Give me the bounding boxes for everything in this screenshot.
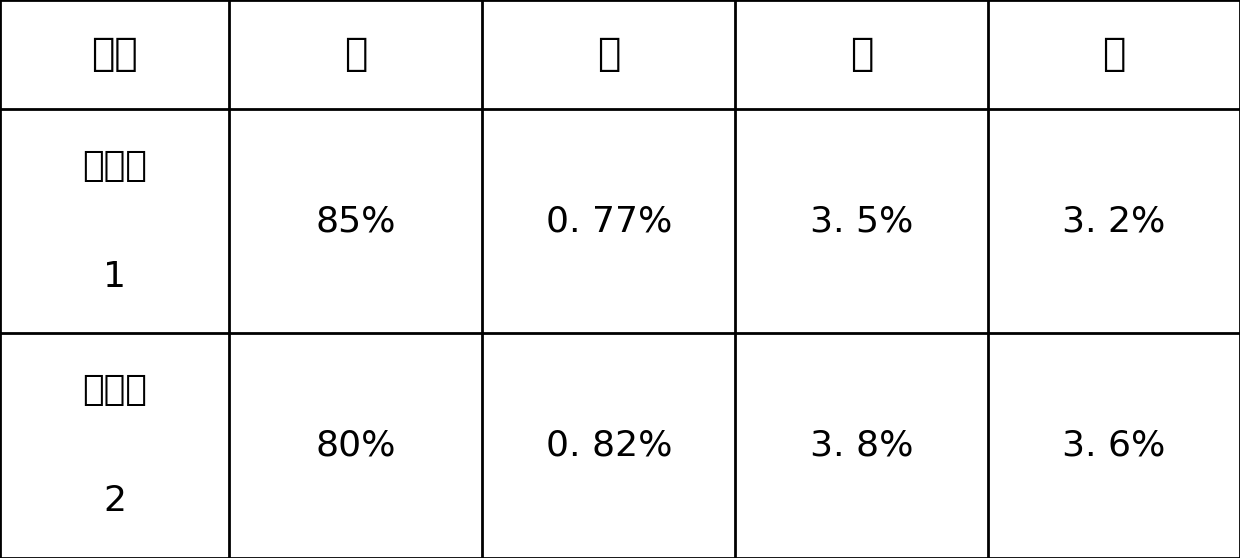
Text: 80%: 80% — [316, 429, 396, 463]
Text: 银: 银 — [598, 35, 620, 74]
Text: 3. 8%: 3. 8% — [810, 429, 914, 463]
Text: 85%: 85% — [316, 204, 396, 238]
Text: 3. 2%: 3. 2% — [1063, 204, 1166, 238]
Text: 成分: 成分 — [92, 35, 138, 74]
Text: 实施例

1: 实施例 1 — [82, 148, 148, 294]
Text: 实施例

2: 实施例 2 — [82, 373, 148, 518]
Text: 3. 6%: 3. 6% — [1063, 429, 1166, 463]
Text: 0. 77%: 0. 77% — [546, 204, 672, 238]
Text: 铜: 铜 — [851, 35, 873, 74]
Text: 0. 82%: 0. 82% — [546, 429, 672, 463]
Text: 硒: 硒 — [345, 35, 367, 74]
Text: 碲: 碲 — [1102, 35, 1126, 74]
Text: 3. 5%: 3. 5% — [810, 204, 914, 238]
